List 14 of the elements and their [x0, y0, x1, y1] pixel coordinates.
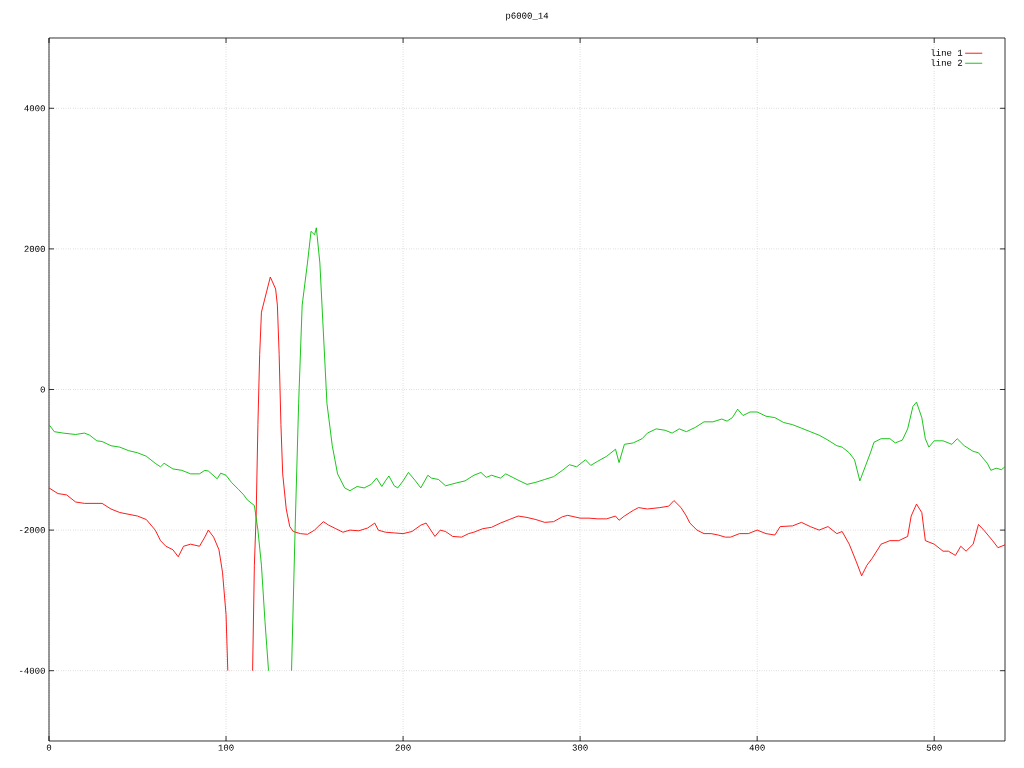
x-tick-label: 400 — [749, 744, 765, 751]
x-tick-label: 300 — [572, 744, 588, 751]
y-tick-label: 0 — [40, 386, 45, 393]
y-tick-label: 4000 — [24, 105, 45, 112]
chart-title: p6000_14 — [506, 12, 549, 21]
x-tick-label: 500 — [926, 744, 942, 751]
x-tick-label: 0 — [46, 744, 52, 751]
y-tick-label: -4000 — [19, 667, 45, 674]
x-tick-label: 200 — [395, 744, 411, 751]
x-tick-label: 100 — [218, 744, 234, 751]
legend-label: line 1 — [931, 49, 963, 56]
y-tick-label: 2000 — [24, 245, 45, 252]
y-tick-label: -2000 — [19, 527, 45, 534]
legend-label: line 2 — [931, 59, 963, 66]
